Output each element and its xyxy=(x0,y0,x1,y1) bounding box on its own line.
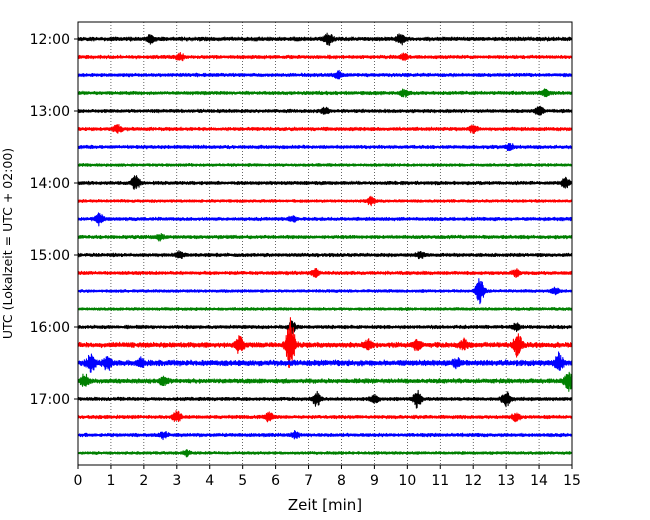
trace-1615 xyxy=(77,317,573,369)
x-tick-label-4: 4 xyxy=(205,473,214,489)
x-tick-label-15: 15 xyxy=(563,473,581,489)
trace-1200 xyxy=(77,32,573,46)
y-axis-label: UTC (Lokalzeit = UTC + 02:00) xyxy=(0,148,15,339)
trace-1545 xyxy=(77,306,573,312)
y-tick-label-4: 16:00 xyxy=(30,320,70,336)
trace-1245 xyxy=(77,88,573,98)
x-axis-ticks: 0 1 2 3 4 5 6 7 8 9 10 11 12 13 14 15 xyxy=(74,465,581,489)
y-tick-label-3: 15:00 xyxy=(30,248,70,264)
trace-1600 xyxy=(77,320,573,334)
x-tick-label-12: 12 xyxy=(464,473,482,489)
x-tick-label-0: 0 xyxy=(74,473,83,489)
x-tick-label-14: 14 xyxy=(530,473,548,489)
x-axis-label: Zeit [min] xyxy=(288,496,362,514)
x-tick-label-2: 2 xyxy=(139,473,148,489)
x-tick-label-5: 5 xyxy=(238,473,247,489)
vertical-gridlines xyxy=(110,22,540,465)
trace-1430 xyxy=(77,212,573,227)
y-tick-label-1: 13:00 xyxy=(30,104,70,120)
trace-1500 xyxy=(77,250,573,260)
x-tick-label-11: 11 xyxy=(431,473,449,489)
trace-1515 xyxy=(77,267,573,279)
x-tick-label-10: 10 xyxy=(398,473,416,489)
trace-1645 xyxy=(77,371,573,392)
x-tick-label-6: 6 xyxy=(271,473,280,489)
trace-1230 xyxy=(77,69,573,80)
trace-1700 xyxy=(77,389,573,409)
trace-1315 xyxy=(77,124,573,134)
trace-1445 xyxy=(77,233,573,242)
x-tick-label-13: 13 xyxy=(497,473,515,489)
x-tick-label-7: 7 xyxy=(304,473,313,489)
trace-1715 xyxy=(77,410,573,423)
trace-1415 xyxy=(77,195,573,207)
x-tick-label-3: 3 xyxy=(172,473,181,489)
trace-1300 xyxy=(77,105,573,116)
trace-1530 xyxy=(77,278,573,305)
trace-1345 xyxy=(77,162,573,168)
y-axis-ticks: 12:00 13:00 14:00 15:00 16:00 17:00 xyxy=(30,32,78,408)
trace-1630 xyxy=(77,351,573,373)
seismogram-traces xyxy=(77,32,573,458)
y-tick-label-0: 12:00 xyxy=(30,32,70,48)
trace-1400 xyxy=(77,175,573,190)
x-tick-label-9: 9 xyxy=(370,473,379,489)
trace-1745 xyxy=(77,449,573,458)
trace-1215 xyxy=(77,51,573,62)
y-tick-label-5: 17:00 xyxy=(30,392,70,408)
trace-1730 xyxy=(77,429,573,441)
trace-1330 xyxy=(77,143,573,152)
x-tick-label-1: 1 xyxy=(106,473,115,489)
plot-frame xyxy=(77,21,573,466)
y-tick-label-2: 14:00 xyxy=(30,176,70,192)
x-tick-label-8: 8 xyxy=(337,473,346,489)
